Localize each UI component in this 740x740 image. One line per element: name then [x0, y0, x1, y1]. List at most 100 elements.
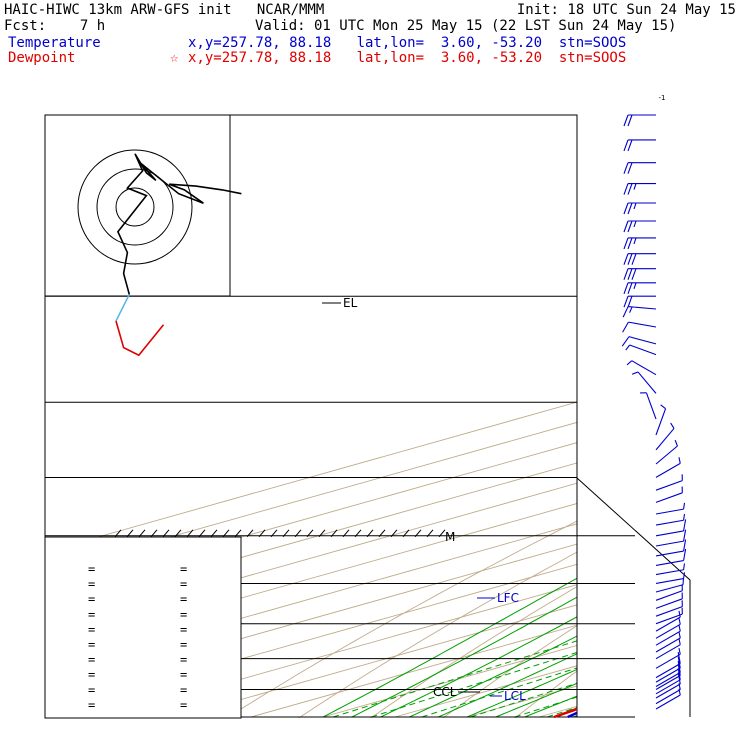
- wind-barb: [655, 422, 675, 451]
- parcel-eq: =: [180, 577, 187, 591]
- isotherm-line: [106, 584, 577, 718]
- wind-barb: [655, 668, 681, 695]
- wind-barb: [623, 220, 656, 233]
- barb-flag: [677, 656, 681, 669]
- wind-barb: [623, 202, 656, 215]
- barb-half: [633, 220, 637, 228]
- barb-staff: [631, 360, 657, 376]
- barb-staff: [655, 569, 684, 576]
- full-barb-unit: -1: [659, 94, 666, 102]
- hodograph-trace-surface: [115, 320, 165, 357]
- wind-barb: [655, 592, 683, 609]
- wind-barb: [655, 502, 686, 515]
- parcel-eq: =: [88, 592, 95, 606]
- wind-barb: [621, 336, 657, 347]
- barb-flag: [683, 539, 687, 552]
- barb-staff: [655, 679, 681, 695]
- moist-adiabat-line: [611, 296, 740, 717]
- moist-adiabat-line: [524, 695, 577, 718]
- moist-adiabat-line: [553, 707, 577, 718]
- wind-barb: [655, 610, 681, 632]
- hatch-mark: [330, 529, 338, 538]
- el-marker: EL: [343, 296, 358, 310]
- hodograph-trace-upper: [116, 153, 242, 295]
- barb-flag: [627, 220, 633, 233]
- hatch-mark: [126, 529, 134, 538]
- barb-half: [625, 344, 631, 351]
- barb-flag: [627, 237, 633, 250]
- wind-barb: [626, 360, 657, 376]
- barb-staff: [655, 683, 681, 699]
- ccl-marker: CCL: [433, 685, 457, 699]
- dry-adiabat-line: [442, 625, 577, 718]
- temperature-legend-info: x,y=257.78, 88.18 lat,lon= 3.60, -53.20 …: [188, 35, 627, 51]
- hodograph-ring: [96, 168, 174, 246]
- barb-flag: [683, 519, 687, 532]
- barb-flag: [623, 114, 629, 127]
- isotherm-line: [466, 685, 577, 718]
- wind-barb: [655, 572, 686, 584]
- barb-staff: [655, 462, 681, 478]
- mixing-ratio-line: [547, 706, 577, 718]
- wind-barb: [655, 647, 681, 669]
- parcel-eq: =: [88, 607, 95, 621]
- dry-adiabat-line: [646, 128, 740, 730]
- parcel-eq: =: [180, 683, 187, 697]
- barb-flag: [627, 268, 633, 280]
- wind-barb: [655, 519, 687, 537]
- hatch-mark: [246, 529, 254, 538]
- barb-half: [629, 306, 633, 313]
- barb-half: [678, 457, 681, 464]
- wind-barb: [655, 539, 687, 557]
- parcel-eq: =: [88, 562, 95, 576]
- barb-flag: [623, 253, 629, 265]
- moist-adiabat-line: [438, 653, 577, 718]
- barb-half: [683, 563, 686, 570]
- wind-barb: [655, 624, 681, 646]
- barb-staff: [655, 623, 681, 639]
- barb-half: [682, 578, 684, 585]
- wind-barb: [655, 656, 681, 683]
- barb-flag: [623, 296, 629, 308]
- hatch-mark: [438, 529, 446, 538]
- wind-barb: [640, 392, 657, 420]
- hatch-mark: [186, 529, 194, 538]
- temperature-profile: [567, 711, 577, 718]
- barb-half: [626, 360, 633, 366]
- parcel-eq: =: [88, 653, 95, 667]
- barb-flag: [623, 220, 629, 233]
- barb-staff: [655, 644, 681, 660]
- moist-adiabat-line: [322, 577, 577, 718]
- dry-adiabat-line: [514, 670, 577, 718]
- wind-barb: [655, 486, 683, 503]
- barb-staff: [655, 630, 681, 646]
- barb-flag: [677, 651, 681, 664]
- barb-staff: [655, 590, 683, 601]
- wind-barb: [655, 663, 681, 690]
- moist-adiabat-line: [466, 668, 577, 718]
- barb-staff: [655, 480, 683, 491]
- parcel-eq: =: [180, 607, 187, 621]
- wind-barb: [655, 584, 683, 601]
- isotherm-line: [45, 523, 577, 675]
- parcel-eq: =: [180, 668, 187, 682]
- barb-staff: [655, 508, 684, 515]
- barb-flag: [627, 282, 633, 294]
- parcel-eq: =: [180, 653, 187, 667]
- barb-staff: [645, 392, 657, 420]
- dry-adiabat-line: [298, 551, 577, 718]
- moist-adiabat-line: [351, 596, 577, 718]
- dry-adiabat-line: [370, 586, 577, 718]
- isotherm-line: [250, 624, 577, 718]
- barb-flag: [683, 529, 687, 542]
- hodograph-box: [44, 114, 231, 297]
- hatch-mark: [378, 529, 386, 538]
- hatch-mark: [414, 529, 422, 538]
- isotherm-line: [178, 604, 577, 718]
- barb-staff: [655, 637, 681, 653]
- wind-barb: [623, 237, 656, 250]
- wind-barb: [623, 295, 656, 308]
- barb-staff: [655, 584, 684, 593]
- barb-half: [678, 688, 681, 696]
- hatch-mark: [318, 529, 326, 538]
